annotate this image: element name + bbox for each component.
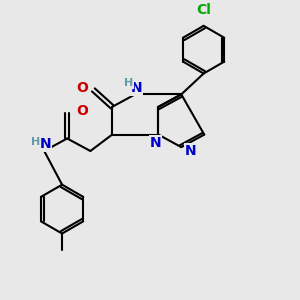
Text: O: O — [76, 81, 88, 95]
Text: Cl: Cl — [196, 4, 211, 17]
Text: N: N — [150, 136, 162, 150]
Text: H: H — [124, 78, 133, 88]
Text: H: H — [31, 137, 40, 147]
Text: N: N — [185, 144, 196, 158]
Text: O: O — [76, 104, 88, 118]
Text: N: N — [40, 137, 52, 152]
Text: N: N — [131, 81, 142, 95]
